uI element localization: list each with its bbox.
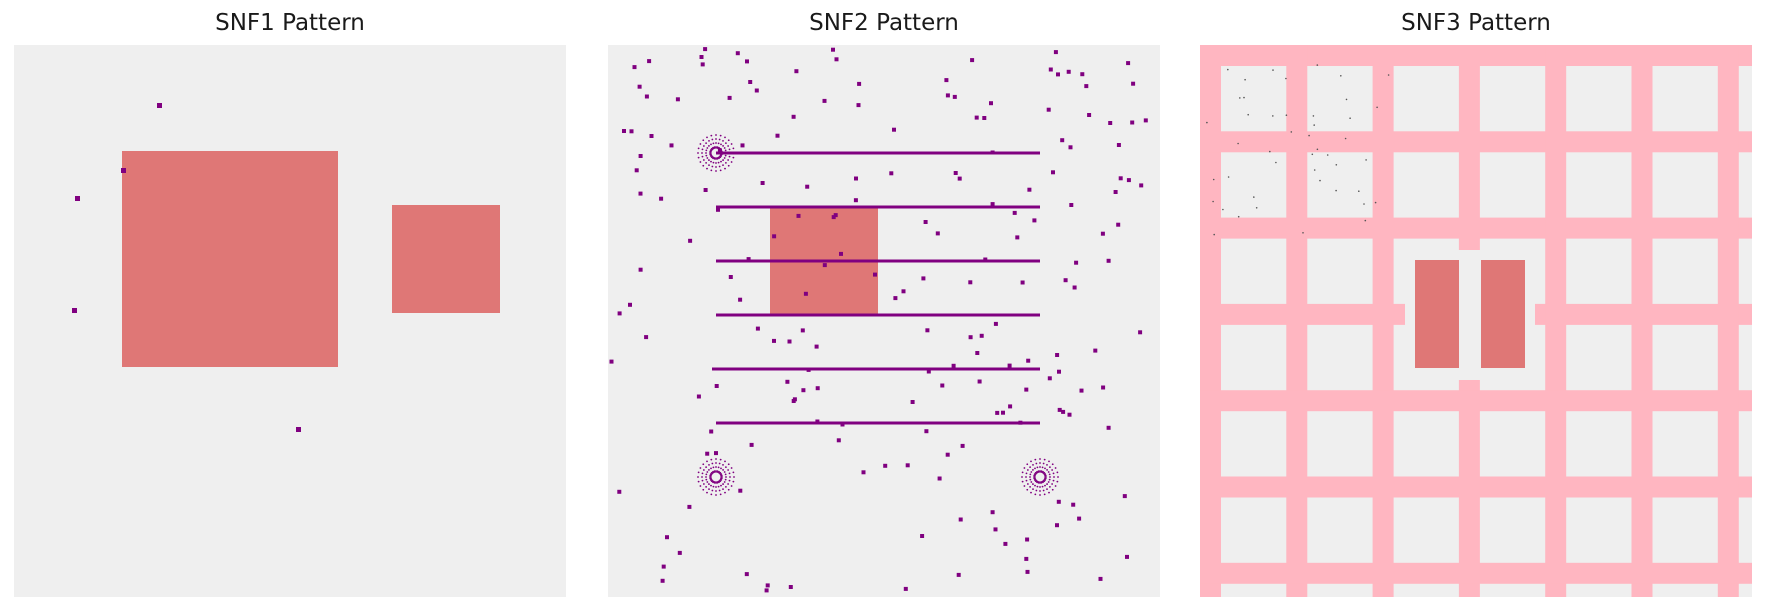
- scattered-dots: [72, 103, 301, 432]
- panel-title-snf1: SNF1 Pattern: [215, 10, 365, 36]
- radial-burst-top-left: [697, 134, 735, 172]
- fine-specks: [1206, 64, 1390, 236]
- small-block: [392, 205, 500, 313]
- snf1-pattern-panel: [14, 45, 566, 597]
- inner-block-left: [1415, 260, 1459, 368]
- snf3-pattern-panel: [1200, 45, 1752, 597]
- panel-title-snf2: SNF2 Pattern: [809, 10, 959, 36]
- snf2-pattern-panel: [608, 45, 1160, 597]
- radial-burst-bottom-right: [1021, 458, 1059, 496]
- grid-bars: [1200, 45, 1752, 597]
- large-block: [122, 151, 338, 367]
- radial-burst-bottom-left: [697, 458, 735, 496]
- panel-title-snf3: SNF3 Pattern: [1401, 10, 1551, 36]
- inner-block-right: [1481, 260, 1525, 368]
- scattered-dots: [609, 47, 1148, 593]
- horizontal-lines: [712, 151, 1040, 425]
